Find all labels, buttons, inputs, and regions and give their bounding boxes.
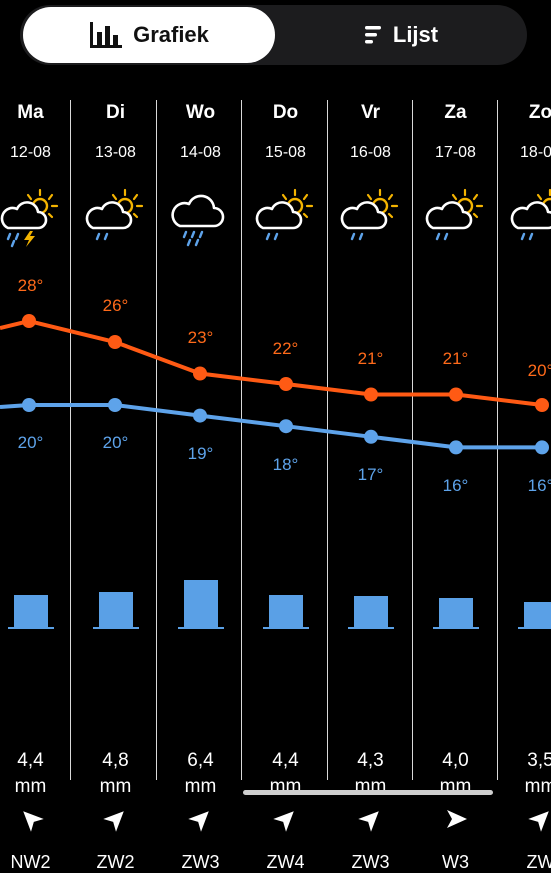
day-column[interactable]: Ma 12-08 28° 20° 4,4 mm NW2 bbox=[0, 100, 73, 872]
wind-direction-icon bbox=[18, 806, 44, 832]
wind-direction-icon bbox=[273, 806, 299, 832]
wind-label: NW2 bbox=[10, 852, 51, 872]
rain-bar bbox=[439, 598, 473, 628]
day-date: 15-08 bbox=[265, 144, 306, 161]
wind-direction-icon bbox=[358, 806, 384, 832]
rain-bar-base bbox=[263, 627, 309, 629]
wind-label: ZW2 bbox=[96, 852, 135, 872]
day-date: 17-08 bbox=[435, 144, 476, 161]
wind-direction-icon bbox=[103, 806, 129, 832]
view-toggle: Grafiek Lijst bbox=[20, 5, 527, 65]
min-temp-label: 20° bbox=[17, 433, 44, 452]
day-name: Vr bbox=[360, 102, 381, 123]
wind-direction-icon bbox=[188, 806, 214, 832]
rain-unit: mm bbox=[99, 776, 132, 797]
day-column[interactable]: Do 15-08 22° 18° 4,4 mm ZW4 bbox=[243, 100, 328, 872]
rain-bar bbox=[269, 595, 303, 628]
day-name: Do bbox=[272, 102, 299, 123]
day-name: Di bbox=[106, 102, 125, 123]
day-date: 18-08 bbox=[520, 144, 551, 161]
wind-label: ZW4 bbox=[266, 852, 305, 872]
rain-amount: 3,5 mm bbox=[498, 748, 551, 800]
max-temp-label: 28° bbox=[17, 276, 44, 295]
day-date: 16-08 bbox=[350, 144, 391, 161]
wind-label: ZW3 bbox=[351, 852, 390, 872]
rain-bar bbox=[99, 592, 133, 628]
wind-direction-icon bbox=[443, 806, 469, 832]
day-name: Za bbox=[444, 102, 467, 123]
rain-unit: mm bbox=[524, 776, 551, 797]
min-temp-label: 20° bbox=[102, 433, 129, 452]
min-temp-label: 19° bbox=[187, 444, 214, 463]
wind-label: ZW bbox=[526, 852, 551, 872]
rain-thunder-sun-cloud-icon bbox=[0, 188, 60, 248]
wind-label: W3 bbox=[442, 852, 469, 872]
wind-direction-icon bbox=[528, 806, 551, 832]
rain-bar-base bbox=[433, 627, 479, 629]
tab-graph[interactable]: Grafiek bbox=[23, 7, 275, 63]
max-temp-label: 20° bbox=[527, 361, 551, 380]
rain-bar-base bbox=[93, 627, 139, 629]
heavy-rain-cloud-icon bbox=[170, 188, 230, 248]
min-temp-label: 17° bbox=[357, 465, 384, 484]
rain-amount: 6,4 mm bbox=[158, 748, 243, 800]
tab-list-label: Lijst bbox=[392, 22, 439, 47]
tab-graph-label: Grafiek bbox=[133, 22, 209, 47]
rain-amount: 4,4 mm bbox=[0, 748, 73, 800]
day-name: Wo bbox=[185, 102, 216, 123]
rain-value: 3,5 bbox=[527, 750, 551, 771]
rain-unit: mm bbox=[354, 776, 387, 797]
max-temp-label: 21° bbox=[357, 349, 384, 368]
day-date: 14-08 bbox=[180, 144, 221, 161]
tab-list[interactable]: Lijst bbox=[278, 7, 525, 63]
rain-value: 4,8 bbox=[102, 750, 129, 771]
rain-sun-cloud-icon bbox=[85, 188, 145, 248]
day-column[interactable]: Zo 18-08 20° 16° 3,5 mm ZW bbox=[498, 100, 551, 872]
day-date: 12-08 bbox=[10, 144, 51, 161]
max-temp-label: 21° bbox=[442, 349, 469, 368]
list-icon bbox=[364, 26, 381, 44]
rain-bar bbox=[14, 595, 48, 628]
day-column[interactable]: Di 13-08 26° 20° 4,8 mm ZW2 bbox=[73, 100, 158, 872]
max-temp-label: 26° bbox=[102, 296, 129, 315]
wind-label: ZW3 bbox=[181, 852, 220, 872]
rain-sun-cloud-icon bbox=[255, 188, 315, 248]
max-temp-label: 22° bbox=[272, 339, 299, 358]
rain-bar-base bbox=[8, 627, 54, 629]
rain-value: 4,3 bbox=[357, 750, 384, 771]
rain-bar bbox=[354, 596, 388, 628]
day-date: 13-08 bbox=[95, 144, 136, 161]
day-column[interactable]: Vr 16-08 21° 17° 4,3 mm ZW3 bbox=[328, 100, 413, 872]
rain-value: 6,4 bbox=[187, 750, 214, 771]
rain-value: 4,4 bbox=[272, 750, 299, 771]
rain-unit: mm bbox=[14, 776, 47, 797]
rain-bar bbox=[524, 602, 551, 628]
rain-sun-cloud-icon bbox=[510, 188, 551, 248]
rain-value: 4,0 bbox=[442, 750, 469, 771]
rain-bar bbox=[184, 580, 218, 628]
rain-unit: mm bbox=[439, 776, 472, 797]
rain-unit: mm bbox=[184, 776, 217, 797]
rain-value: 4,4 bbox=[17, 750, 44, 771]
rain-sun-cloud-icon bbox=[340, 188, 400, 248]
rain-bar-base bbox=[518, 627, 551, 629]
day-name: Ma bbox=[17, 102, 44, 123]
day-column[interactable]: Za 17-08 21° 16° 4,0 mm W3 bbox=[413, 100, 498, 872]
rain-bar-base bbox=[348, 627, 394, 629]
max-temp-label: 23° bbox=[187, 328, 214, 347]
min-temp-label: 18° bbox=[272, 455, 299, 474]
day-name: Zo bbox=[528, 102, 551, 123]
rain-bar-base bbox=[178, 627, 224, 629]
day-column[interactable]: Wo 14-08 23° 19° 6,4 mm ZW3 bbox=[158, 100, 243, 872]
bar-chart-icon bbox=[90, 22, 123, 48]
home-indicator[interactable] bbox=[243, 790, 493, 795]
rain-sun-cloud-icon bbox=[425, 188, 485, 248]
rain-unit: mm bbox=[269, 776, 302, 797]
rain-amount: 4,8 mm bbox=[73, 748, 158, 800]
min-temp-label: 16° bbox=[527, 476, 551, 495]
min-temp-label: 16° bbox=[442, 476, 469, 495]
